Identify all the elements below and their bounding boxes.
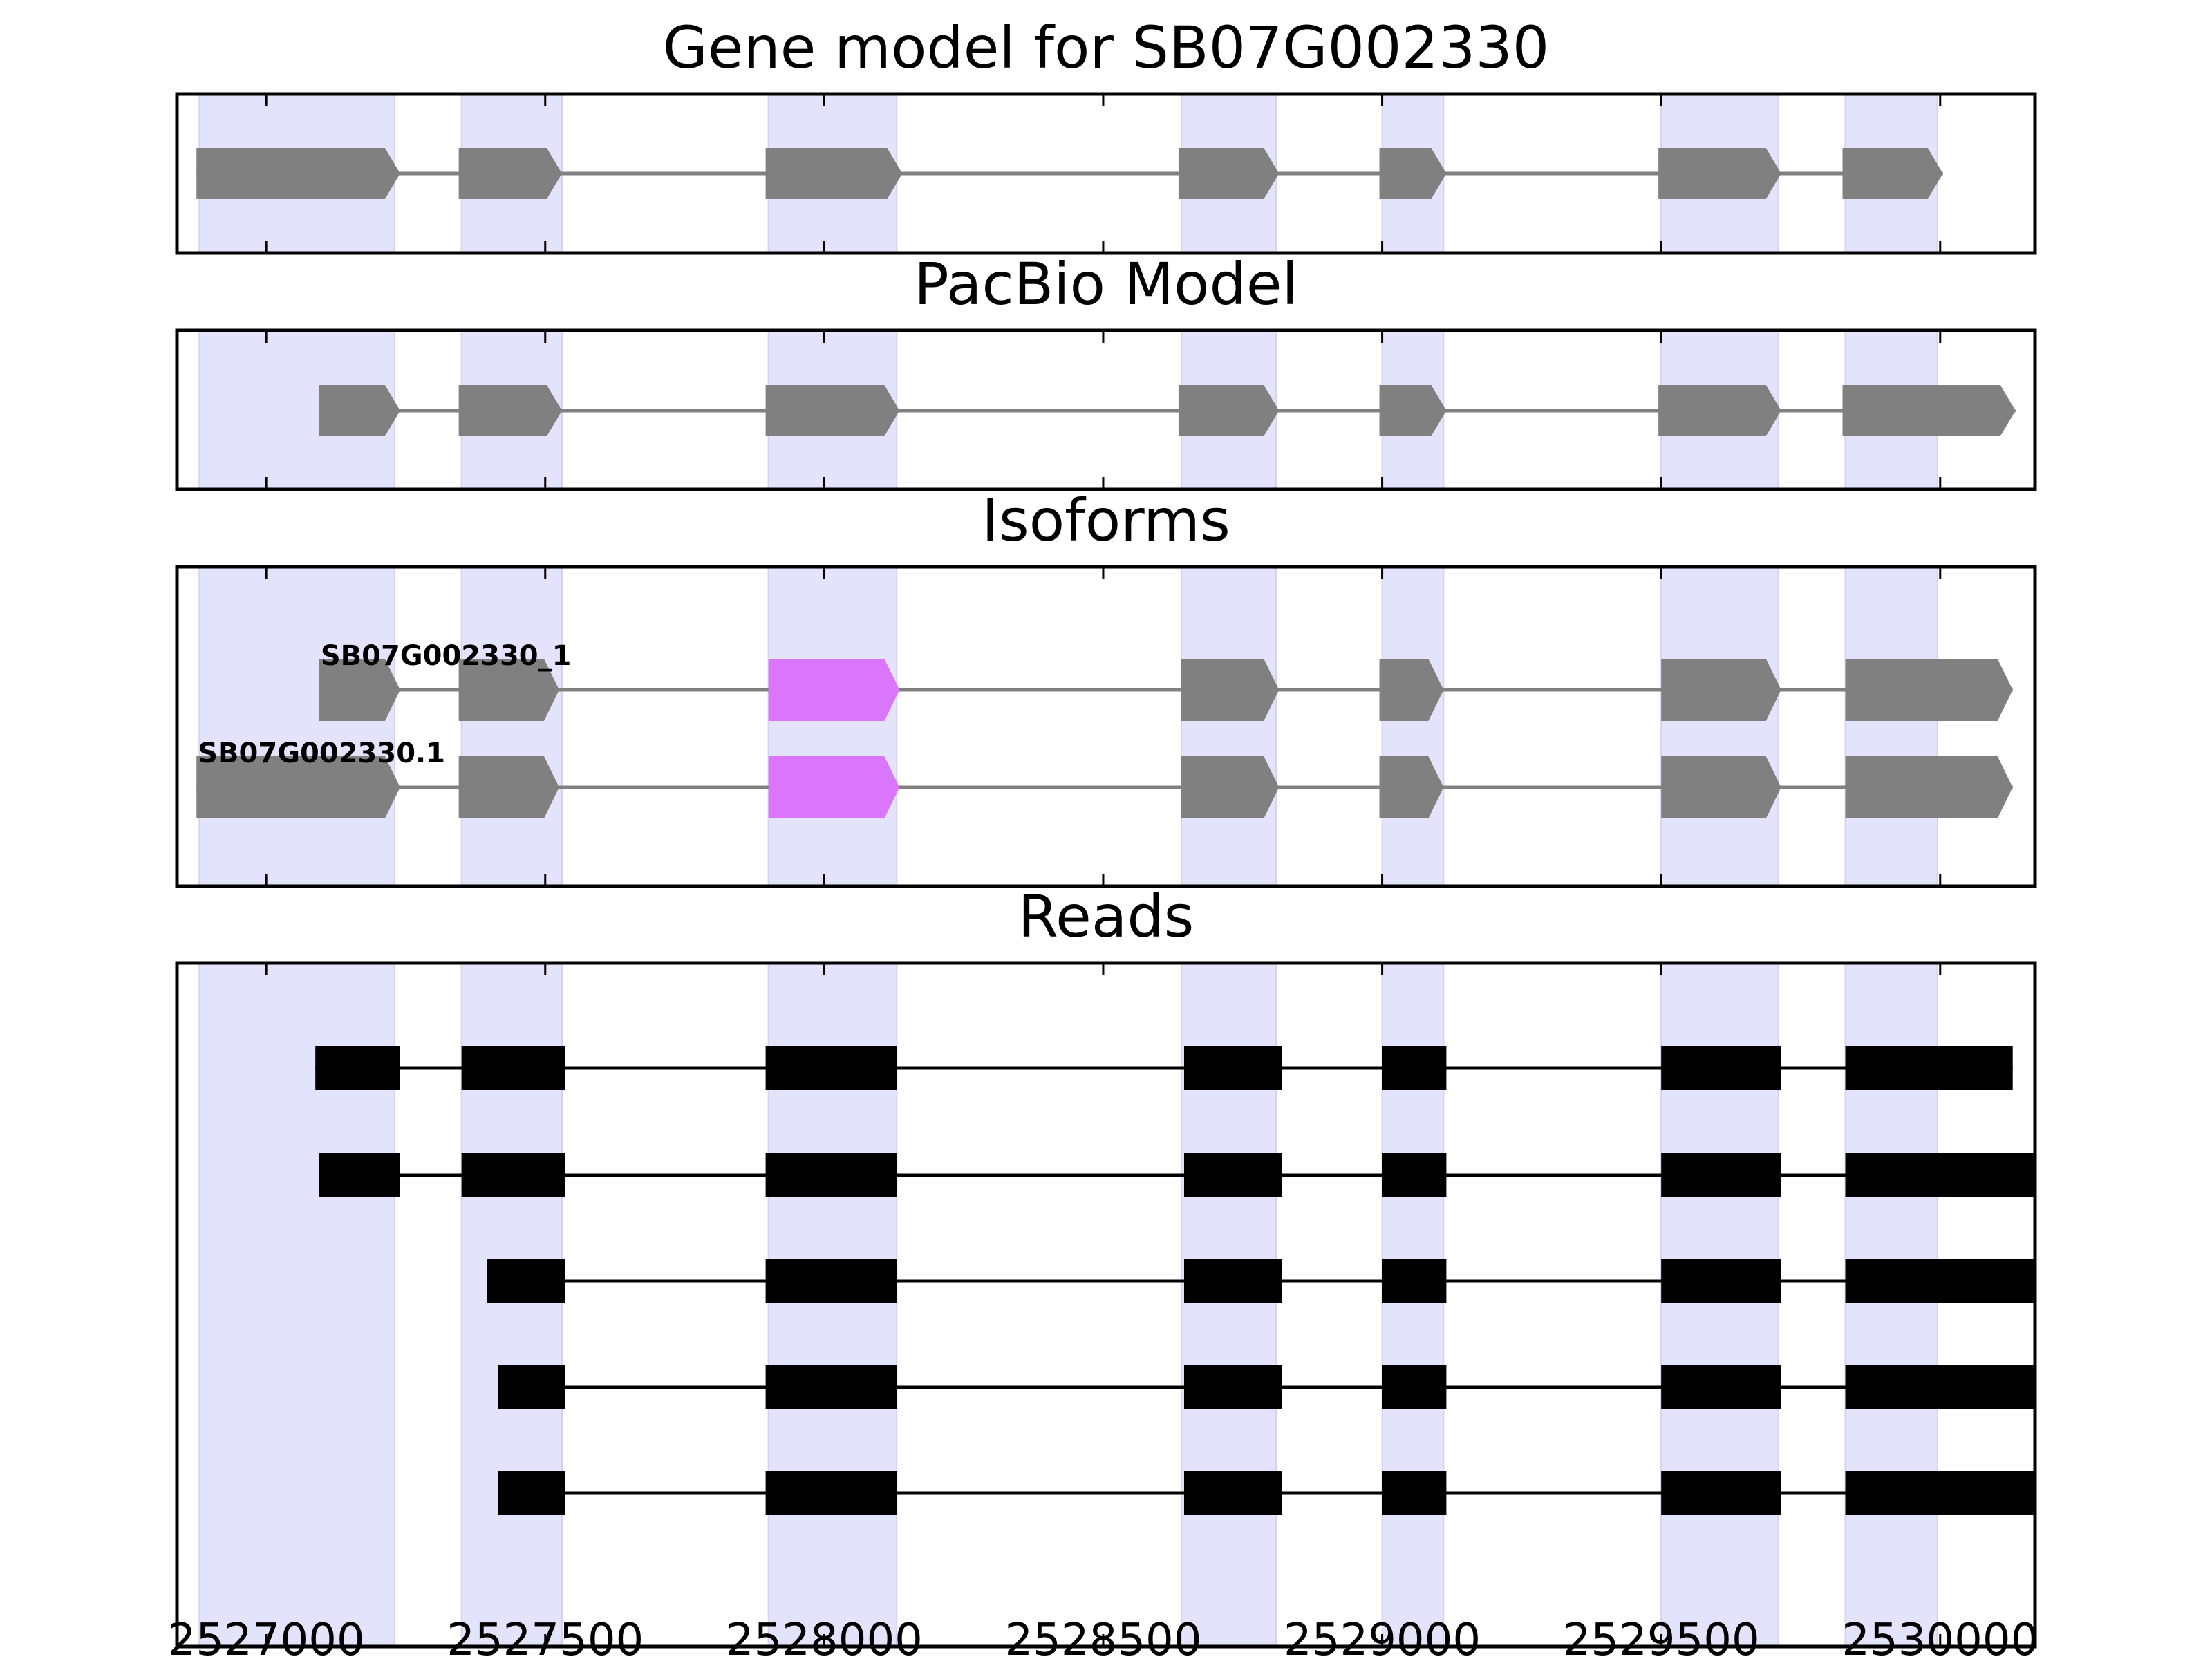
read-block (1382, 1259, 1447, 1303)
read-block (765, 1153, 897, 1197)
exon-region-shade (1660, 567, 1779, 886)
panel-1: Gene model for SB07G002330 (175, 14, 2037, 255)
panel-title: Isoforms (982, 487, 1230, 554)
read-block (461, 1046, 565, 1090)
read-block (765, 1046, 897, 1090)
isoform-label: SB07G002330.1 (198, 738, 445, 769)
exon-region-shade (198, 567, 395, 886)
exon-arrow (458, 659, 559, 721)
exon-arrow (1842, 385, 2016, 436)
exon-arrow (1661, 659, 1781, 721)
exon-arrow (1658, 385, 1781, 436)
read-block (461, 1153, 565, 1197)
read-block (498, 1365, 565, 1409)
x-tick-label: 2528000 (726, 1615, 923, 1659)
exon-arrow (1181, 756, 1280, 818)
read-block (1845, 1046, 2013, 1090)
exon-arrow (319, 659, 400, 721)
exon-arrow (1658, 148, 1781, 199)
x-tick-label: 2527500 (447, 1615, 644, 1659)
exon-arrow (1845, 659, 2013, 721)
x-axis-labels: 2527000 2527500 2528000 2528500 2529000 25295… (168, 1615, 2039, 1659)
read-block (1184, 1153, 1282, 1197)
read-block (1184, 1259, 1282, 1303)
exon-arrow (196, 148, 400, 199)
read-block (319, 1153, 400, 1197)
read-block (1845, 1259, 2035, 1303)
read-block (1184, 1365, 1282, 1409)
read-block (1661, 1471, 1781, 1515)
read-block (1845, 1471, 2035, 1515)
panel-plot-area (198, 330, 2016, 489)
exon-arrow (1845, 756, 2013, 818)
exon-region-shade (460, 567, 563, 886)
panel-4: Reads (175, 883, 2037, 1649)
highlighted-exon-arrow (768, 756, 900, 818)
exon-arrow (765, 385, 900, 436)
panel-plot-area (196, 567, 2013, 886)
exon-arrow (1181, 659, 1280, 721)
exon-arrow (1379, 756, 1444, 818)
read-block (1661, 1046, 1781, 1090)
panel-title: Gene model for SB07G002330 (663, 14, 1549, 82)
read-block (765, 1259, 897, 1303)
exon-arrow (458, 756, 559, 818)
isoform-label: SB07G002330_1 (321, 640, 572, 672)
read-block (1382, 1153, 1447, 1197)
exon-region-shade (1844, 567, 1938, 886)
read-block (1382, 1471, 1447, 1515)
exon-arrow (1379, 659, 1444, 721)
panel-plot-area (198, 963, 2035, 1647)
read-block (1184, 1046, 1282, 1090)
read-block (315, 1046, 400, 1090)
panel-title: PacBio Model (914, 250, 1298, 318)
read-block (498, 1471, 565, 1515)
panel-frame (175, 328, 2037, 491)
read-block (1845, 1365, 2035, 1409)
panel-frame (175, 961, 2037, 1649)
panel-3: SB07G002330_1 SB07G002330.1 Isoforms (175, 487, 2037, 888)
x-tick-label: 2529500 (1563, 1615, 1760, 1659)
exon-arrow (1661, 756, 1781, 818)
read-block (1661, 1365, 1781, 1409)
panel-frame (175, 565, 2037, 888)
exon-arrow (765, 148, 903, 199)
highlighted-exon-arrow (768, 659, 900, 721)
x-tick-label: 2528500 (1004, 1615, 1201, 1659)
panel-frame (175, 92, 2037, 255)
x-tick-label: 2527000 (168, 1615, 365, 1659)
exon-arrow (1379, 148, 1447, 199)
read-block (1661, 1153, 1781, 1197)
exon-arrow (1178, 148, 1280, 199)
panel-2: PacBio Model (175, 250, 2037, 491)
panel-title: Reads (1018, 883, 1194, 950)
exon-arrow (1842, 148, 1943, 199)
x-tick-label: 2530000 (1841, 1615, 2038, 1659)
read-block (1382, 1365, 1447, 1409)
exon-arrow (196, 756, 400, 818)
read-block (1661, 1259, 1781, 1303)
exon-arrow (1178, 385, 1280, 436)
read-block (487, 1259, 565, 1303)
exon-region-shade (1180, 567, 1277, 886)
exon-arrow (458, 148, 562, 199)
read-block (765, 1471, 897, 1515)
exon-region-shade (767, 567, 898, 886)
exon-region-shade (1381, 567, 1445, 886)
exon-arrow (458, 385, 562, 436)
exon-arrow (319, 385, 400, 436)
read-block (1382, 1046, 1447, 1090)
read-block (765, 1365, 897, 1409)
exon-arrow (1379, 385, 1447, 436)
read-block (1184, 1471, 1282, 1515)
x-tick-label: 2529000 (1284, 1615, 1481, 1659)
panel-plot-area (196, 94, 1943, 253)
read-block (1845, 1153, 2035, 1197)
